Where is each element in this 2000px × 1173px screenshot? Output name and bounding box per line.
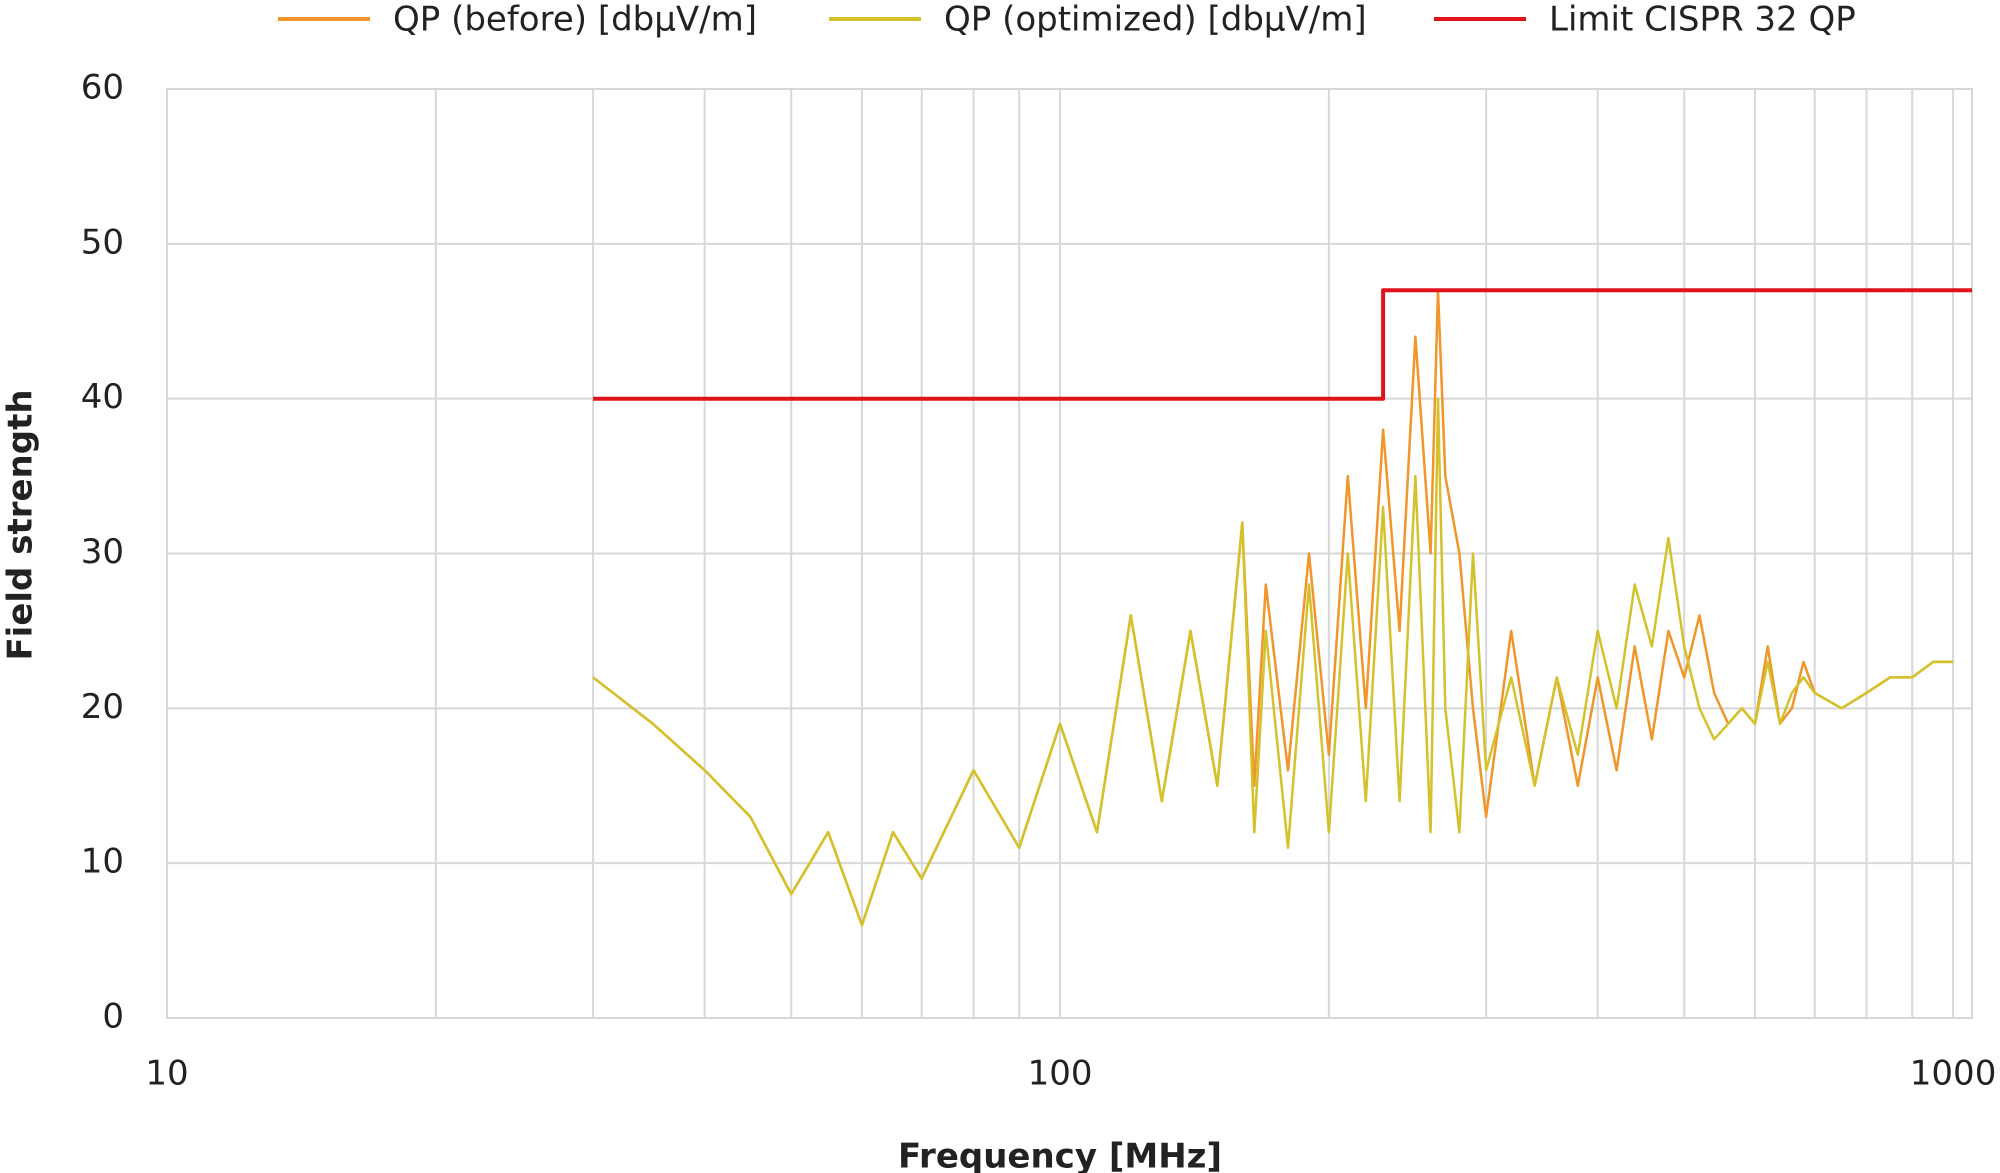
y-tick-label: 10 xyxy=(81,842,124,882)
legend-label: Limit CISPR 32 QP xyxy=(1549,0,1856,40)
legend-label: QP (before) [dbµV/m] xyxy=(393,0,757,40)
x-axis-title: Frequency [MHz] xyxy=(898,1137,1222,1173)
x-tick-label: 1000 xyxy=(1910,1054,1997,1094)
y-tick-label: 40 xyxy=(81,377,124,417)
legend-label: QP (optimized) [dbµV/m] xyxy=(944,0,1367,40)
series-line xyxy=(593,288,1972,401)
y-tick-label: 0 xyxy=(102,997,124,1037)
y-axis-title: Field strength xyxy=(1,389,41,660)
y-tick-label: 20 xyxy=(81,687,124,727)
x-tick-label: 100 xyxy=(1028,1054,1093,1094)
plot-frame xyxy=(166,88,1973,1019)
series-line xyxy=(592,289,1954,927)
y-tick-label: 30 xyxy=(81,532,124,572)
y-tick-label: 50 xyxy=(81,222,124,262)
x-tick-label: 10 xyxy=(145,1054,188,1094)
y-tick-label: 60 xyxy=(81,68,124,108)
series-line xyxy=(592,397,1954,927)
